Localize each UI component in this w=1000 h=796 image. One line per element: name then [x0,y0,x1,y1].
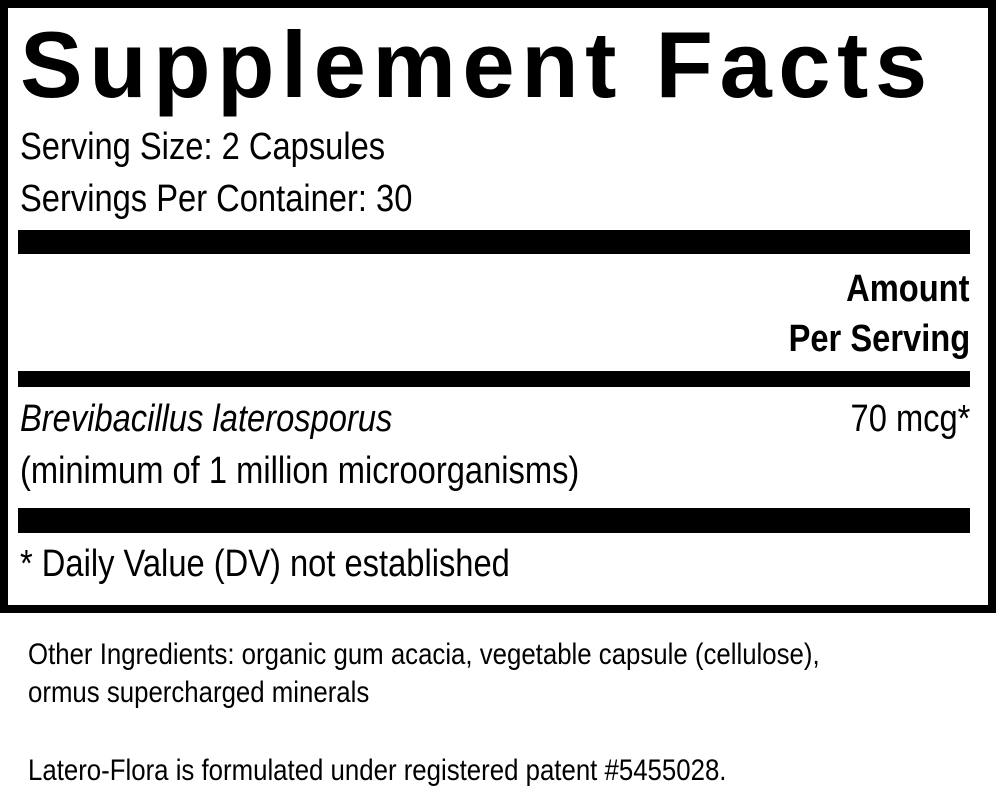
ingredient-name: Brevibacillus laterosporus [20,398,393,440]
ingredient-note: (minimum of 1 million microorganisms) [20,450,580,492]
patent-note: Latero-Flora is formulated under registe… [28,754,727,787]
supplement-facts-panel [0,0,996,613]
daily-value-note: * Daily Value (DV) not established [20,543,510,585]
divider-medium [18,371,970,387]
other-ingredients-line1: Other Ingredients: organic gum acacia, v… [28,638,820,671]
amount-header-line1: Amount [846,268,970,310]
serving-size: Serving Size: 2 Capsules [20,126,386,168]
divider-thick [18,230,970,254]
amount-header-line2: Per Serving [788,318,970,360]
ingredient-amount: 70 mcg* [850,398,970,440]
panel-title: Supplement Facts [20,12,934,117]
servings-per-container: Servings Per Container: 30 [20,178,413,220]
divider-thick-bottom [18,508,970,533]
other-ingredients-line2: ormus supercharged minerals [28,676,370,709]
